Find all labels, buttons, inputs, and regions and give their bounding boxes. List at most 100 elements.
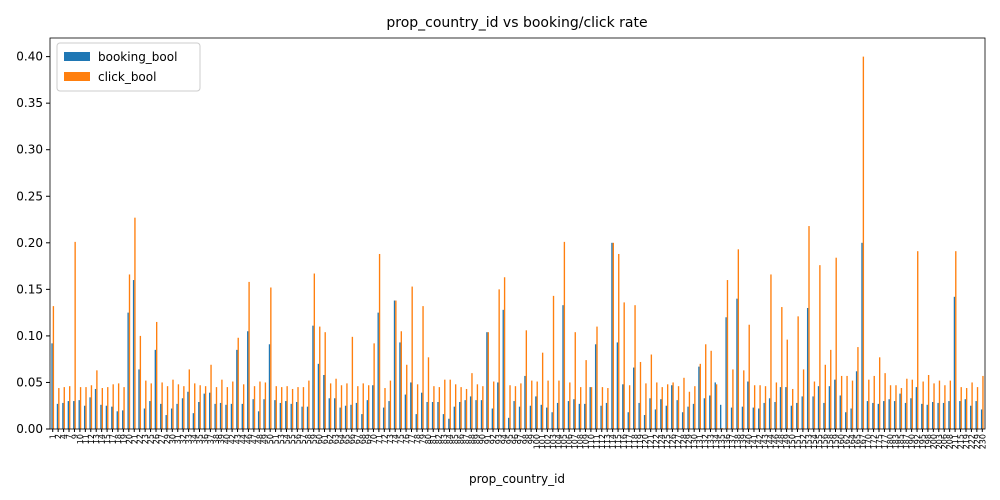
x-tick-label: 31 bbox=[174, 434, 183, 444]
bar bbox=[431, 402, 434, 429]
bar bbox=[694, 386, 696, 429]
bar bbox=[192, 413, 195, 429]
x-tick-label: 138 bbox=[734, 434, 743, 449]
bar bbox=[877, 403, 879, 429]
bar bbox=[156, 321, 158, 429]
bar bbox=[650, 354, 653, 429]
bar bbox=[187, 391, 189, 429]
bar bbox=[535, 396, 537, 429]
bar bbox=[846, 375, 848, 429]
bar bbox=[444, 379, 446, 429]
bar bbox=[698, 366, 700, 429]
bar bbox=[497, 382, 499, 429]
bar bbox=[388, 401, 390, 429]
x-tick-label: 50 bbox=[266, 434, 275, 444]
x-tick-label: 53 bbox=[277, 434, 286, 444]
bar bbox=[917, 251, 919, 429]
bar bbox=[421, 392, 423, 429]
x-tick-label: 91 bbox=[484, 434, 493, 444]
x-tick-label: 190 bbox=[908, 434, 917, 449]
legend-label: click_bool bbox=[98, 70, 156, 84]
bar bbox=[714, 382, 716, 429]
x-tick-label: 85 bbox=[451, 434, 460, 444]
bar bbox=[63, 387, 65, 429]
bar bbox=[927, 375, 930, 429]
x-tick-label: 118 bbox=[630, 434, 639, 449]
bar bbox=[747, 381, 749, 429]
y-tick-label: 0.30 bbox=[16, 143, 43, 157]
x-tick-label: 136 bbox=[723, 434, 732, 449]
x-tick-label: 97 bbox=[516, 434, 525, 444]
bar bbox=[507, 417, 510, 429]
bar bbox=[982, 375, 984, 429]
x-tick-label: 132 bbox=[701, 434, 710, 449]
x-tick-label: 29 bbox=[163, 434, 172, 444]
bar bbox=[931, 402, 934, 429]
bar bbox=[547, 380, 549, 429]
bar bbox=[105, 405, 108, 429]
bar bbox=[406, 364, 408, 429]
x-tick-label: 78 bbox=[413, 434, 422, 444]
bar bbox=[790, 405, 793, 429]
bar bbox=[361, 414, 363, 429]
bar bbox=[199, 385, 201, 429]
bar bbox=[226, 387, 229, 429]
x-tick-label: 38 bbox=[212, 434, 221, 444]
bar bbox=[857, 347, 859, 429]
x-tick-label: 156 bbox=[821, 434, 830, 449]
chart-title: prop_country_id vs booking/click rate bbox=[386, 15, 647, 31]
x-tick-label: 152 bbox=[799, 434, 808, 449]
bar bbox=[285, 401, 287, 429]
x-tick-label: 153 bbox=[804, 434, 813, 449]
bar bbox=[518, 406, 521, 429]
bar bbox=[459, 402, 461, 429]
bar bbox=[785, 387, 787, 429]
bar bbox=[465, 388, 468, 429]
bar bbox=[221, 379, 223, 429]
bar bbox=[819, 265, 821, 429]
x-tick-label: 84 bbox=[446, 434, 455, 444]
bar bbox=[623, 302, 625, 429]
bar bbox=[486, 332, 488, 429]
bar bbox=[671, 385, 673, 429]
bar bbox=[384, 388, 386, 429]
bar bbox=[786, 339, 788, 429]
x-tick-label: 44 bbox=[239, 434, 248, 444]
x-tick-label: 134 bbox=[712, 434, 721, 449]
bar bbox=[487, 332, 489, 429]
x-tick-label: 87 bbox=[462, 434, 471, 444]
bar bbox=[884, 373, 886, 429]
x-tick-label: 79 bbox=[418, 434, 427, 444]
bar bbox=[960, 387, 962, 429]
bar bbox=[498, 289, 500, 429]
bar bbox=[122, 410, 124, 429]
bar bbox=[558, 380, 560, 429]
bar bbox=[154, 349, 157, 429]
bar bbox=[677, 386, 680, 429]
x-tick-label: 172 bbox=[870, 434, 879, 449]
bar bbox=[399, 342, 401, 429]
bar bbox=[618, 253, 620, 429]
bar bbox=[797, 316, 799, 429]
bar bbox=[248, 281, 250, 429]
x-tick-label: 14 bbox=[98, 434, 107, 444]
bar bbox=[149, 401, 151, 429]
x-tick-label: 102 bbox=[543, 434, 552, 449]
bar bbox=[437, 402, 439, 429]
bar bbox=[774, 402, 776, 429]
x-tick-label: 198 bbox=[924, 434, 933, 449]
bar bbox=[426, 402, 428, 429]
bar bbox=[382, 407, 385, 429]
x-tick-label: 67 bbox=[353, 434, 362, 444]
x-tick-label: 114 bbox=[609, 434, 618, 449]
x-tick-label: 70 bbox=[369, 434, 378, 444]
x-tick-label: 54 bbox=[282, 434, 291, 444]
bar bbox=[96, 370, 98, 429]
x-tick-label: 131 bbox=[696, 434, 705, 449]
bar bbox=[279, 402, 282, 429]
bar bbox=[861, 242, 863, 429]
bar bbox=[627, 412, 629, 429]
x-tick-label: 127 bbox=[674, 434, 683, 449]
bar bbox=[933, 383, 935, 429]
bar bbox=[709, 395, 711, 429]
